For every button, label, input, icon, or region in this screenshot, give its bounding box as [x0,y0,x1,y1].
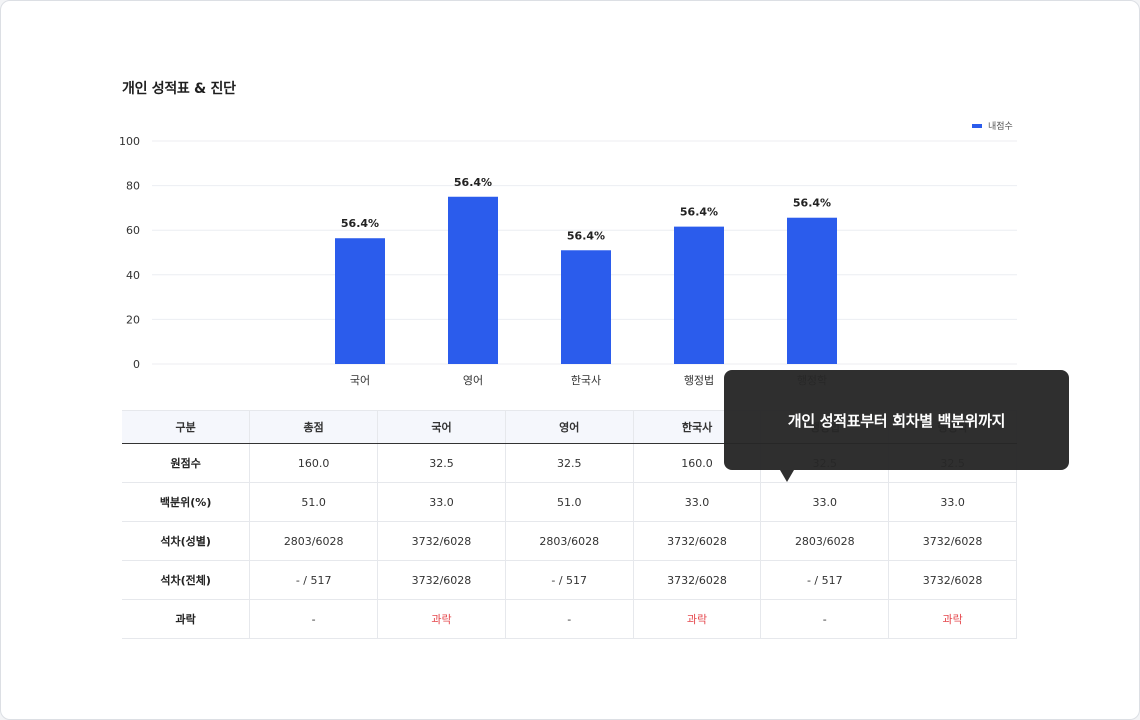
table-cell: - [505,599,634,639]
score-table: 구분총점국어영어한국사행정법행정학 원점수160.032.532.5160.03… [122,410,1017,639]
table-cell: - / 517 [249,560,379,600]
data-label: 56.4% [567,229,605,242]
table-cell: 3732/6028 [377,560,506,600]
table-cell: 33.0 [377,482,506,522]
table-cell: 3732/6028 [633,560,762,600]
y-tick-label: 80 [126,180,140,193]
y-tick-label: 60 [126,224,140,237]
y-tick-label: 20 [126,313,140,326]
bar [561,250,611,364]
data-label: 56.4% [680,206,718,219]
row-label: 백분위(%) [122,482,251,522]
page-title: 개인 성적표 & 진단 [122,81,236,97]
row-label: 원점수 [122,443,251,483]
data-label: 56.4% [454,176,492,189]
table-cell: 2803/6028 [249,521,379,561]
table-cell: 3732/6028 [633,521,762,561]
table-cell: 51.0 [249,482,379,522]
chart-legend: 내점수 [972,119,1013,132]
x-tick-label: 국어 [350,374,370,387]
tooltip: 개인 성적표부터 회차별 백분위까지 [724,370,1069,482]
row-label: 석차(성별) [122,521,251,561]
table-cell: 33.0 [633,482,762,522]
tooltip-arrow [780,470,794,482]
bar [787,217,837,364]
table-cell: 3732/6028 [888,560,1017,600]
data-label: 56.4% [341,217,379,230]
table-cell: 160.0 [249,443,379,483]
table-cell: 과락 [377,599,506,639]
bar [448,196,498,364]
table-cell: 2803/6028 [760,521,890,561]
table-cell: 3732/6028 [377,521,506,561]
row-label: 석차(전체) [122,560,251,600]
table-cell: - [760,599,890,639]
x-tick-label: 영어 [463,374,483,387]
table-cell: 과락 [633,599,762,639]
column-header: 영어 [505,410,634,444]
table-cell: 33.0 [760,482,890,522]
table-row: 석차(성별) 2803/6028 3732/6028 2803/6028 3732/60… [122,521,1017,561]
column-header: 총점 [249,410,379,444]
table-row: 과락 - 과락 - 과락 - 과락 [122,599,1017,639]
data-label: 56.4% [793,197,831,210]
table-row: 백분위(%) 51.0 33.0 51.0 33.0 33.0 33.0 [122,482,1017,522]
table-cell: - [249,599,379,639]
table-cell: - / 517 [760,560,890,600]
x-tick-label: 한국사 [571,374,601,387]
legend-swatch [972,123,982,128]
column-header: 국어 [377,410,506,444]
x-tick-label: 행정법 [684,374,714,387]
table-cell: - / 517 [505,560,634,600]
legend-label: 내점수 [988,122,1013,132]
table-row: 석차(전체) - / 517 3732/6028- / 517 3732/6028- … [122,560,1017,600]
y-tick-label: 40 [126,269,140,282]
bar [335,238,385,364]
y-tick-label: 100 [119,135,140,148]
bar [674,226,724,364]
table-cell: 과락 [888,599,1017,639]
table-cell: 51.0 [505,482,634,522]
table-cell: 32.5 [505,443,634,483]
tooltip-text: 개인 성적표부터 회차별 백분위까지 [787,411,1006,430]
table-cell: 2803/6028 [505,521,634,561]
table-cell: 32.5 [377,443,506,483]
table-cell: 3732/6028 [888,521,1017,561]
row-label: 과락 [122,599,251,639]
bar-chart: 0 20 40 60 80 100 56.4% 국어 56.4% 영어 56.4% 한국사 56.4% 행… [119,135,1017,387]
table-cell: 33.0 [888,482,1017,522]
column-header: 구분 [122,410,251,444]
y-tick-label: 0 [133,358,140,371]
